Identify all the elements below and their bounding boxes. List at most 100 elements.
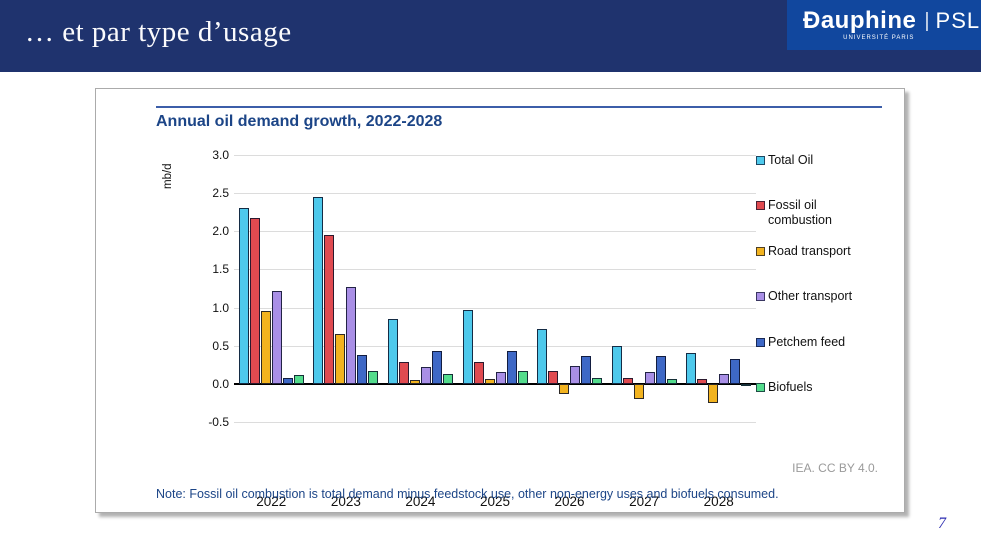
slide-title: … et par type d’usage <box>25 16 292 48</box>
bar-biofuels-2026 <box>592 377 603 384</box>
bar-petchem-feed-2022 <box>282 377 293 384</box>
chart-card: Annual oil demand growth, 2022-2028 mb/d… <box>95 88 905 513</box>
bar-petchem-feed-2027 <box>655 356 666 384</box>
bar-road-transport-2025 <box>484 379 495 384</box>
bar-road-transport-2026 <box>559 383 570 394</box>
y-tick-label: 2.5 <box>212 186 229 201</box>
bar-biofuels-2024 <box>442 373 453 384</box>
gridline <box>234 422 756 423</box>
logo-brand-text: Ðauphine <box>803 7 917 34</box>
logo-brand-block: Ðauphine UNIVERSITÉ PARIS <box>803 7 917 42</box>
bar-road-transport-2024 <box>409 380 420 384</box>
y-axis-tick-labels: 3.0 2.5 2.0 1.5 1.0 0.5 0.0 -0.5 <box>186 148 229 429</box>
x-tick-label: 2023 <box>330 494 361 509</box>
chart-note: Note: Fossil oil combustion is total dem… <box>156 487 779 501</box>
bar-biofuels-2027 <box>666 379 677 384</box>
legend-label: Fossil oil combustion <box>768 198 832 228</box>
x-tick-label: 2025 <box>479 494 510 509</box>
legend-swatch-icon <box>756 292 765 302</box>
bar-other-transport-2028 <box>719 373 730 384</box>
x-tick-label: 2028 <box>703 494 734 509</box>
title-rule <box>156 106 882 108</box>
bar-biofuels-2025 <box>517 370 528 384</box>
bar-total-oil-2026 <box>537 328 548 384</box>
bar-biofuels-2023 <box>368 370 379 384</box>
page-number: 7 <box>938 515 946 532</box>
x-axis-labels: 2022 2023 2024 2025 2026 2027 2028 <box>234 494 756 512</box>
bar-total-oil-2022 <box>238 208 249 384</box>
chart-title: Annual oil demand growth, 2022-2028 <box>156 113 443 130</box>
logo-subtitle: UNIVERSITÉ PARIS <box>843 35 915 41</box>
bar-fossil-oil-combustion-2023 <box>324 235 335 384</box>
bar-other-transport-2023 <box>346 286 357 384</box>
gridline <box>234 231 756 233</box>
legend-label: Total Oil <box>768 153 814 167</box>
bar-road-transport-2027 <box>633 383 644 400</box>
bar-fossil-oil-combustion-2027 <box>622 377 633 384</box>
legend-label: Other transport <box>768 289 853 304</box>
bar-biofuels-2022 <box>293 374 304 384</box>
y-tick-label: 2.0 <box>212 224 229 239</box>
legend-swatch-icon <box>756 337 765 347</box>
legend-swatch-icon <box>756 201 765 211</box>
chart-legend: Total Oil Fossil oil combustion Road trans… <box>756 153 904 443</box>
y-tick-label: -0.5 <box>208 415 229 429</box>
legend-swatch-icon <box>756 383 765 392</box>
bar-petchem-feed-2023 <box>357 354 368 384</box>
bar-other-transport-2024 <box>420 367 431 384</box>
legend-item-petchem-feed: Petchem feed <box>756 335 845 350</box>
bar-other-transport-2025 <box>495 371 506 384</box>
y-axis-title: mb/d <box>162 163 174 189</box>
bar-fossil-oil-combustion-2024 <box>398 362 409 384</box>
gridline <box>234 269 756 271</box>
logo-separator: | <box>924 9 930 32</box>
bar-petchem-feed-2026 <box>581 356 592 384</box>
x-tick-label: 2024 <box>405 494 436 509</box>
gridline <box>234 307 756 309</box>
bar-other-transport-2027 <box>644 372 655 384</box>
gridline <box>234 193 756 195</box>
bar-fossil-oil-combustion-2025 <box>473 361 484 384</box>
bar-fossil-oil-combustion-2026 <box>548 370 559 384</box>
legend-swatch-icon <box>756 156 765 165</box>
y-tick-label: 1.5 <box>212 262 229 277</box>
y-tick-label: 0.5 <box>212 338 229 353</box>
bar-road-transport-2022 <box>260 311 271 384</box>
x-tick-label: 2026 <box>554 494 585 509</box>
bar-total-oil-2027 <box>611 345 622 384</box>
bar-fossil-oil-combustion-2028 <box>697 379 708 384</box>
legend-item-biofuels: Biofuels <box>756 380 812 395</box>
bar-petchem-feed-2025 <box>506 351 517 384</box>
bar-biofuels-2028 <box>741 383 752 387</box>
x-tick-label: 2027 <box>629 494 660 509</box>
attribution-text: IEA. CC BY 4.0. <box>792 461 878 475</box>
x-tick-label: 2022 <box>256 494 287 509</box>
x-axis-line <box>234 382 756 385</box>
bar-total-oil-2024 <box>387 319 398 384</box>
legend-label: Road transport <box>768 243 851 258</box>
gridline <box>234 155 756 156</box>
bar-total-oil-2023 <box>313 196 324 384</box>
bar-total-oil-2028 <box>686 353 697 384</box>
bar-petchem-feed-2028 <box>730 358 741 384</box>
bar-road-transport-2028 <box>708 383 719 403</box>
bar-road-transport-2023 <box>335 334 346 384</box>
legend-label: Petchem feed <box>768 334 846 349</box>
legend-item-other-transport: Other transport <box>756 289 852 304</box>
legend-swatch-icon <box>756 246 765 256</box>
y-tick-label: 1.0 <box>212 300 229 315</box>
legend-item-fossil-oil-combustion: Fossil oil combustion <box>756 198 878 228</box>
y-tick-label: 3.0 <box>212 148 229 162</box>
logo-psl-text: PSL <box>935 8 981 33</box>
slide-header: … et par type d’usage Ðauphine UNIVERSIT… <box>0 0 981 72</box>
dauphine-psl-logo: Ðauphine UNIVERSITÉ PARIS | PSL ✪ <box>787 0 981 50</box>
legend-label: Biofuels <box>768 380 813 394</box>
bar-other-transport-2026 <box>570 366 581 384</box>
legend-item-total-oil: Total Oil <box>756 153 813 168</box>
bar-fossil-oil-combustion-2022 <box>249 217 260 384</box>
plot-area <box>234 155 756 423</box>
legend-item-road-transport: Road transport <box>756 244 851 259</box>
y-tick-label: 0.0 <box>212 376 229 391</box>
bar-other-transport-2022 <box>271 290 282 384</box>
